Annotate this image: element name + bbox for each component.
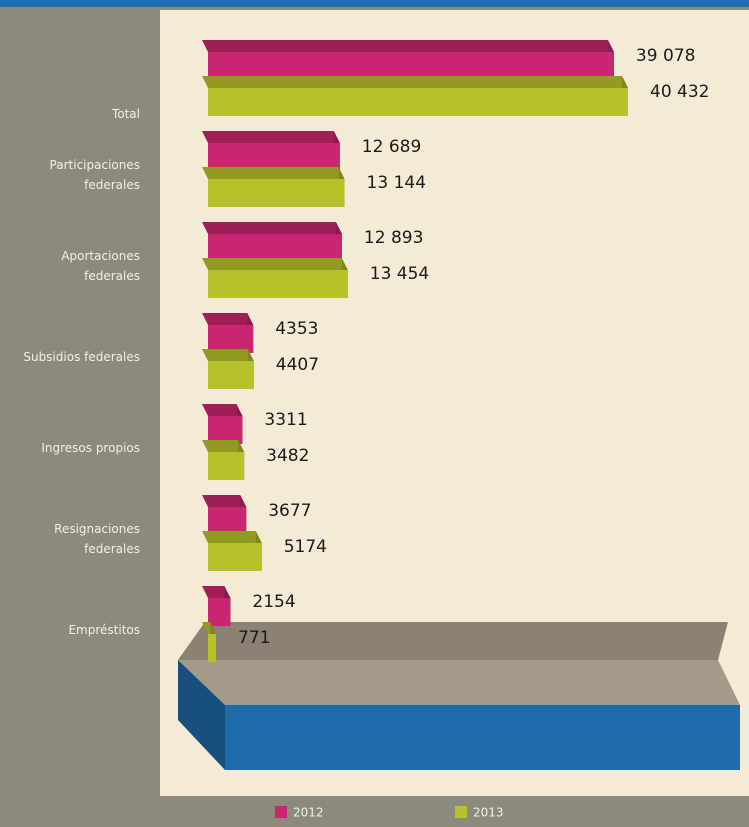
category-label: Empréstitos xyxy=(68,623,140,637)
bar-front xyxy=(208,179,345,207)
bar-front xyxy=(208,270,348,298)
value-label: 771 xyxy=(238,628,270,648)
bar xyxy=(202,531,262,571)
bar-top xyxy=(202,440,245,452)
legend-swatch xyxy=(455,806,467,818)
bar-top xyxy=(202,531,262,543)
bar-top xyxy=(202,131,340,143)
bar xyxy=(202,313,254,353)
bar xyxy=(202,622,217,662)
bar xyxy=(202,131,340,171)
bar-top xyxy=(202,76,628,88)
value-label: 12 689 xyxy=(362,137,421,157)
bar-front xyxy=(208,88,628,116)
bar-front xyxy=(208,452,245,480)
legend-label: 2013 xyxy=(473,806,504,820)
bar-front xyxy=(208,598,231,626)
bar xyxy=(202,167,345,207)
bar-top xyxy=(202,404,243,416)
bar-front xyxy=(208,634,217,662)
category-label: Subsidios federales xyxy=(23,350,140,364)
bar-front xyxy=(208,416,243,444)
bar-top xyxy=(202,495,247,507)
value-label: 39 078 xyxy=(636,46,695,66)
category-label: Resignaciones federales xyxy=(54,522,140,556)
bar xyxy=(202,404,243,444)
bar-top xyxy=(202,167,345,179)
category-label: Participaciones federales xyxy=(49,158,140,192)
value-label: 12 893 xyxy=(364,228,423,248)
bar-top xyxy=(202,313,254,325)
bar-top xyxy=(202,349,254,361)
value-label: 2154 xyxy=(252,592,295,612)
value-label: 3677 xyxy=(268,501,311,521)
value-label: 13 454 xyxy=(370,264,429,284)
value-label: 4353 xyxy=(275,319,318,339)
category-label: Aportaciones federales xyxy=(61,249,140,283)
platform-front xyxy=(225,705,740,770)
platform-top xyxy=(178,622,728,660)
platform-mid xyxy=(178,660,740,705)
bar xyxy=(202,495,247,535)
bar-top xyxy=(202,258,348,270)
top-band xyxy=(0,0,749,7)
bar xyxy=(202,349,254,389)
bar xyxy=(202,440,245,480)
platform-side xyxy=(178,660,225,770)
legend-label: 2012 xyxy=(293,806,324,820)
bar-front xyxy=(208,361,254,389)
bar xyxy=(202,40,614,80)
value-label: 13 144 xyxy=(367,173,426,193)
bar xyxy=(202,222,342,262)
value-label: 5174 xyxy=(284,537,327,557)
bar-top xyxy=(202,222,342,234)
value-label: 3311 xyxy=(264,410,307,430)
bar-front xyxy=(208,234,342,262)
value-label: 4407 xyxy=(276,355,319,375)
category-label: Ingresos propios xyxy=(41,441,140,455)
bar xyxy=(202,258,348,298)
bar-front xyxy=(208,143,340,171)
category-label: Total xyxy=(111,107,140,121)
bar-top xyxy=(202,586,231,598)
bar-top xyxy=(202,40,614,52)
bar-front xyxy=(208,325,254,353)
legend-strip xyxy=(0,798,749,827)
bar xyxy=(202,76,628,116)
value-label: 40 432 xyxy=(650,82,709,102)
bar-front xyxy=(208,52,614,80)
bar xyxy=(202,586,231,626)
value-label: 3482 xyxy=(266,446,309,466)
bar-front xyxy=(208,543,262,571)
legend-swatch xyxy=(275,806,287,818)
bar-front xyxy=(208,507,247,535)
